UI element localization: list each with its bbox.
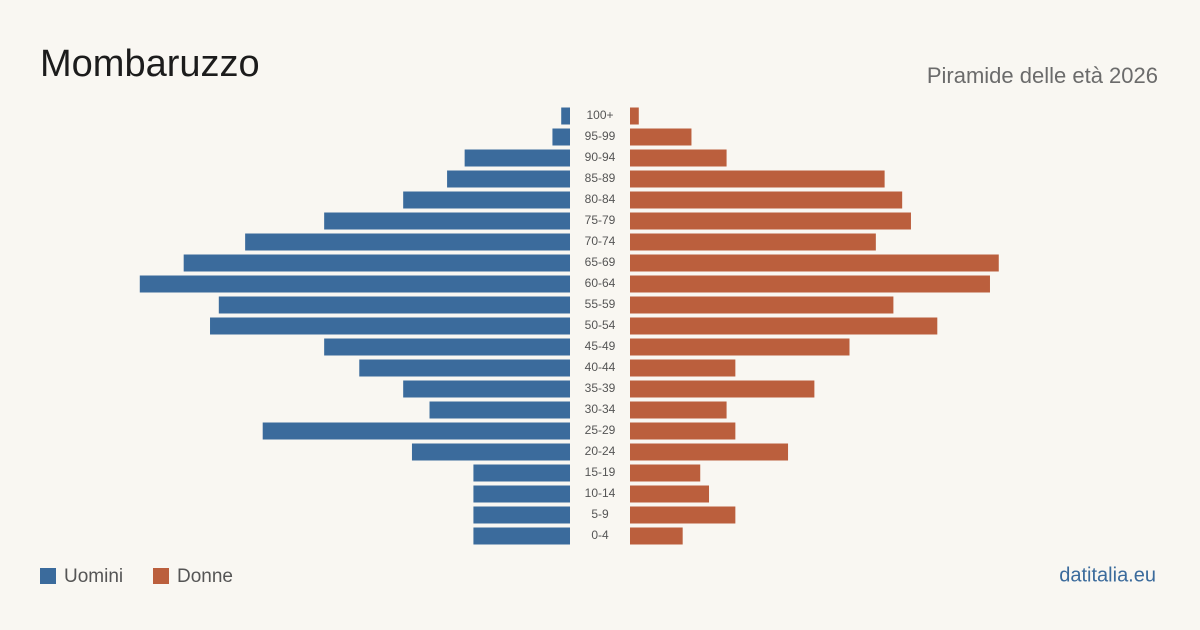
- bar-men: [473, 485, 570, 503]
- bar-women: [630, 443, 789, 461]
- bar-women: [630, 527, 683, 545]
- age-label: 45-49: [585, 339, 616, 353]
- age-label: 90-94: [585, 150, 616, 164]
- bar-women: [630, 317, 938, 335]
- bar-men: [324, 212, 570, 230]
- age-label: 65-69: [585, 255, 616, 269]
- bar-men: [552, 128, 570, 146]
- bar-women: [630, 149, 727, 167]
- legend-label: Uomini: [64, 566, 123, 587]
- legend-swatch: [40, 568, 56, 584]
- legend-label: Donne: [177, 566, 233, 587]
- age-label: 10-14: [585, 486, 616, 500]
- bar-women: [630, 254, 999, 272]
- age-label: 60-64: [585, 276, 616, 290]
- legend-swatch: [153, 568, 169, 584]
- bar-women: [630, 233, 876, 251]
- bar-women: [630, 338, 850, 356]
- bar-men: [262, 422, 570, 440]
- bar-men: [403, 380, 570, 398]
- bar-men: [561, 107, 570, 125]
- bar-women: [630, 464, 701, 482]
- bar-women: [630, 128, 692, 146]
- age-label: 95-99: [585, 129, 616, 143]
- age-label: 100+: [586, 108, 613, 122]
- age-label: 70-74: [585, 234, 616, 248]
- age-label: 50-54: [585, 318, 616, 332]
- age-label: 40-44: [585, 360, 616, 374]
- bar-women: [630, 170, 885, 188]
- bar-women: [630, 107, 639, 125]
- bar-women: [630, 401, 727, 419]
- source: datitalia.eu: [1059, 564, 1156, 586]
- bar-women: [630, 212, 911, 230]
- bar-women: [630, 506, 736, 524]
- bar-men: [139, 275, 570, 293]
- age-label: 75-79: [585, 213, 616, 227]
- bar-men: [473, 464, 570, 482]
- bar-men: [324, 338, 570, 356]
- bar-men: [245, 233, 570, 251]
- bar-women: [630, 296, 894, 314]
- age-label: 5-9: [591, 507, 609, 521]
- age-label: 55-59: [585, 297, 616, 311]
- bar-women: [630, 485, 710, 503]
- bar-women: [630, 422, 736, 440]
- age-label: 0-4: [591, 528, 609, 542]
- age-label: 85-89: [585, 171, 616, 185]
- bar-men: [210, 317, 570, 335]
- bar-women: [630, 380, 815, 398]
- bar-men: [403, 191, 570, 209]
- bar-men: [183, 254, 570, 272]
- age-label: 20-24: [585, 444, 616, 458]
- bar-men: [218, 296, 571, 314]
- age-label: 30-34: [585, 402, 616, 416]
- bar-men: [447, 170, 570, 188]
- bar-women: [630, 275, 990, 293]
- bar-women: [630, 359, 736, 377]
- bar-men: [429, 401, 570, 419]
- age-label: 15-19: [585, 465, 616, 479]
- bar-men: [359, 359, 570, 377]
- age-label: 35-39: [585, 381, 616, 395]
- age-label: 25-29: [585, 423, 616, 437]
- bar-men: [473, 527, 570, 545]
- chart-title: Mombaruzzo: [40, 43, 260, 85]
- bar-men: [411, 443, 570, 461]
- chart-subtitle: Piramide delle età 2026: [927, 63, 1158, 88]
- bar-women: [630, 191, 903, 209]
- bar-men: [464, 149, 570, 167]
- bar-men: [473, 506, 570, 524]
- age-label: 80-84: [585, 192, 616, 206]
